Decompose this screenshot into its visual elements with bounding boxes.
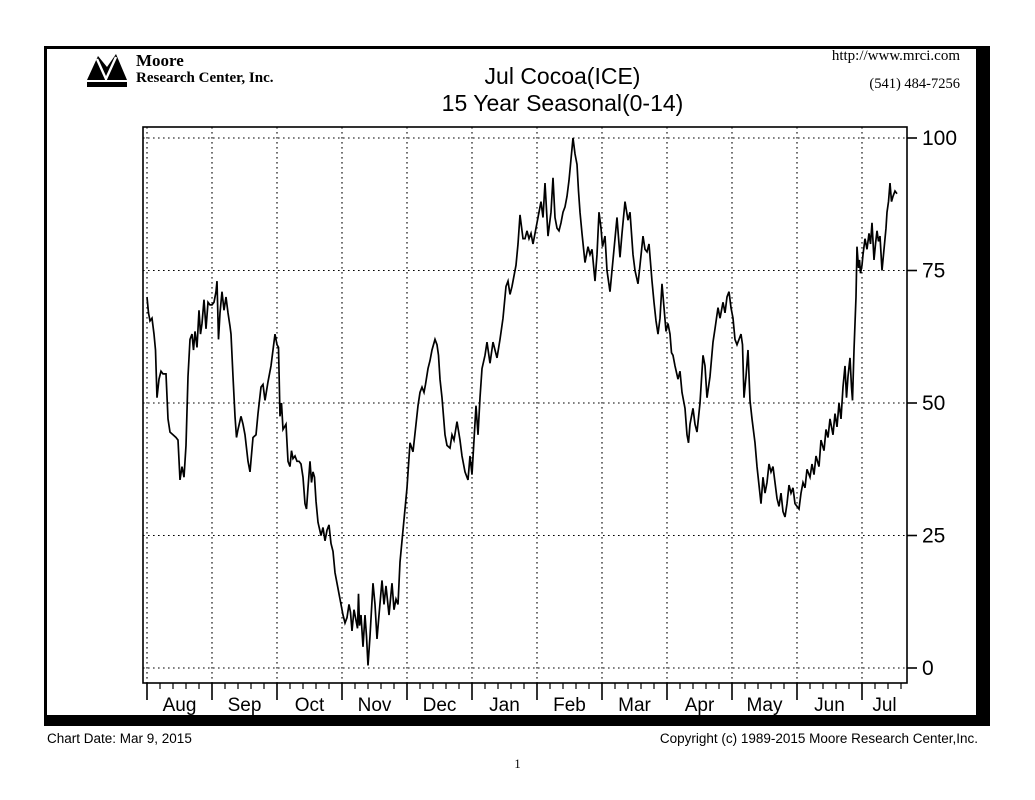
month-label-Feb: Feb <box>553 695 586 716</box>
month-label-Mar: Mar <box>618 695 651 716</box>
logo-text: Moore Research Center, Inc. <box>136 51 274 87</box>
website-url: http://www.mrci.com <box>831 48 960 64</box>
plot-border <box>142 126 908 684</box>
chart-titles: Jul Cocoa(ICE) 15 Year Seasonal(0-14) <box>95 63 1030 117</box>
page-frame <box>44 46 990 726</box>
chart-title: Jul Cocoa(ICE) <box>484 63 641 89</box>
y-tick-label-100: 100 <box>922 127 957 150</box>
page-number: 1 <box>514 757 521 771</box>
mrci-logo: Moore Research Center, Inc. <box>85 52 273 90</box>
logo-line1: Moore <box>136 51 184 70</box>
month-label-Jul: Jul <box>872 695 896 716</box>
month-label-May: May <box>747 695 783 716</box>
month-label-Nov: Nov <box>358 695 392 716</box>
month-label-Apr: Apr <box>685 695 715 716</box>
mountain-logo-icon <box>87 54 127 87</box>
phone-number: (541) 484-7256 <box>869 76 960 92</box>
month-label-Jun: Jun <box>814 695 845 716</box>
logo-line2: Research Center, Inc. <box>136 70 274 86</box>
contact-info: http://www.mrci.com (541) 484-7256 <box>832 48 960 93</box>
chart-subtitle: 15 Year Seasonal(0-14) <box>441 90 684 116</box>
y-tick-label-25: 25 <box>922 525 945 548</box>
y-tick-label-50: 50 <box>922 392 945 415</box>
y-tick-label-75: 75 <box>922 260 945 283</box>
copyright-text: Copyright (c) 1989-2015 Moore Research C… <box>659 731 978 746</box>
month-label-Oct: Oct <box>295 695 325 716</box>
y-tick-label-0: 0 <box>922 657 934 680</box>
month-label-Jan: Jan <box>489 695 520 716</box>
seasonal-line <box>146 137 898 666</box>
month-label-Aug: Aug <box>163 695 197 716</box>
month-label-Dec: Dec <box>423 695 457 716</box>
month-label-Sep: Sep <box>228 695 262 716</box>
chart-date: Chart Date: Mar 9, 2015 <box>47 731 192 746</box>
